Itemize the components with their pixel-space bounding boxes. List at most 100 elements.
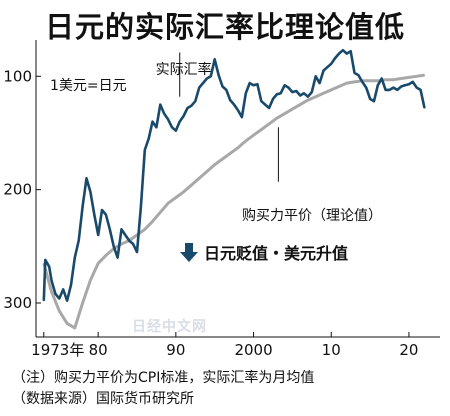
- actual-line-point: [334, 57, 336, 59]
- actual-line-point: [148, 138, 150, 140]
- x-tick-label: 1973年: [31, 341, 84, 359]
- ppp-line-point: [221, 158, 224, 160]
- ppp-line-point: [346, 82, 348, 84]
- ppp-line-point: [214, 164, 216, 166]
- axes: 100 200 300 1973年 80 90 2000 10 20: [3, 40, 440, 359]
- ppp-label: 购买力平价（理论值）: [242, 208, 382, 224]
- actual-line-point: [404, 84, 406, 86]
- actual-line-point: [93, 214, 95, 216]
- y-tick-label: 200: [3, 181, 32, 199]
- actual-line-point: [412, 81, 414, 83]
- actual-line-point: [245, 92, 247, 94]
- actual-line-point: [128, 240, 130, 242]
- ppp-line-point: [268, 123, 270, 125]
- ppp-line-point: [252, 134, 255, 136]
- actual-line-point: [342, 49, 344, 51]
- ppp-line-point: [82, 302, 84, 304]
- ppp-line-point: [291, 108, 293, 110]
- x-tick-label: 10: [322, 341, 341, 359]
- actual-line-point: [291, 91, 293, 93]
- actual-line-point: [307, 96, 309, 98]
- actual-line-point: [315, 75, 317, 77]
- actual-line-point: [299, 94, 301, 97]
- ppp-line-point: [50, 291, 53, 293]
- watermark: 日经中文网: [132, 318, 207, 335]
- actual-line-point: [159, 104, 161, 106]
- actual-line-point: [400, 85, 402, 88]
- actual-line-point: [249, 82, 251, 84]
- ppp-line-point: [423, 74, 426, 76]
- actual-line-point: [48, 266, 50, 268]
- actual-line-point: [420, 89, 422, 91]
- ppp-line-point: [237, 147, 239, 149]
- series-actual-group: [42, 48, 426, 302]
- actual-line-point: [373, 100, 375, 102]
- actual-line-point: [311, 91, 313, 93]
- x-tick-label: 80: [89, 341, 108, 359]
- ppp-line-point: [245, 140, 247, 142]
- actual-line-point: [218, 74, 220, 76]
- ppp-line-point: [392, 79, 394, 81]
- actual-line-point: [256, 83, 258, 85]
- actual-line-point: [117, 257, 119, 259]
- actual-line-point: [43, 300, 45, 302]
- actual-line-point: [369, 98, 371, 100]
- actual-line-point: [186, 107, 189, 109]
- series-ppp-group: [42, 73, 426, 330]
- ppp-line-point: [400, 77, 402, 80]
- actual-line-point: [85, 177, 88, 179]
- actual-line-point: [132, 243, 134, 245]
- footnote: （注）购买力平价为CPI标准，实际汇率为月均值: [12, 370, 315, 386]
- actual-line-point: [319, 82, 321, 84]
- actual-line-point: [70, 284, 72, 286]
- ppp-line-point: [353, 81, 356, 83]
- actual-line-point: [155, 126, 157, 128]
- actual-line-point: [295, 90, 297, 92]
- actual-line-point: [89, 191, 91, 193]
- actual-line-point: [202, 82, 204, 84]
- actual-label: 实际汇率: [156, 61, 212, 78]
- x-tick-label: 20: [399, 341, 418, 359]
- ppp-line-point: [89, 279, 91, 281]
- actual-line-point: [330, 63, 332, 65]
- actual-line-point: [365, 87, 367, 89]
- actual-line-point: [408, 83, 410, 85]
- actual-line-point: [346, 53, 348, 55]
- actual-line-point: [237, 109, 239, 111]
- actual-line-point: [167, 118, 169, 120]
- actual-line-point: [50, 279, 53, 281]
- actual-line-point: [66, 300, 68, 302]
- actual-line-point: [44, 259, 46, 261]
- actual-line-point: [171, 126, 173, 128]
- actual-line-point: [388, 89, 391, 91]
- actual-line-point: [101, 209, 103, 211]
- ppp-line-point: [190, 184, 192, 186]
- actual-line-point: [58, 297, 60, 300]
- actual-line-point: [303, 92, 305, 94]
- actual-line-point: [113, 245, 115, 247]
- actual-line-point: [105, 214, 107, 216]
- actual-line-point: [194, 100, 196, 102]
- actual-line: [42, 48, 426, 302]
- ppp-line-point: [299, 104, 301, 106]
- ppp-line-point: [175, 197, 177, 199]
- actual-line-point: [140, 206, 142, 208]
- actual-line-point: [396, 89, 398, 91]
- actual-line-point: [241, 116, 243, 118]
- ppp-line-point: [120, 243, 123, 245]
- actual-line-point: [210, 75, 212, 77]
- actual-line-point: [338, 53, 340, 55]
- x-tick-label: 2000: [234, 341, 272, 359]
- actual-line-point: [252, 84, 255, 86]
- ppp-line-point: [183, 191, 185, 193]
- chart-title: 日元的实际汇率比理论值低: [44, 10, 405, 44]
- ppp-line-point: [385, 79, 387, 81]
- actual-line-point: [183, 115, 185, 117]
- actual-line-point: [175, 130, 177, 132]
- y-tick-label: 300: [3, 294, 32, 312]
- actual-line-point: [144, 149, 146, 151]
- ppp-line-point: [322, 92, 325, 94]
- actual-line-point: [423, 107, 426, 109]
